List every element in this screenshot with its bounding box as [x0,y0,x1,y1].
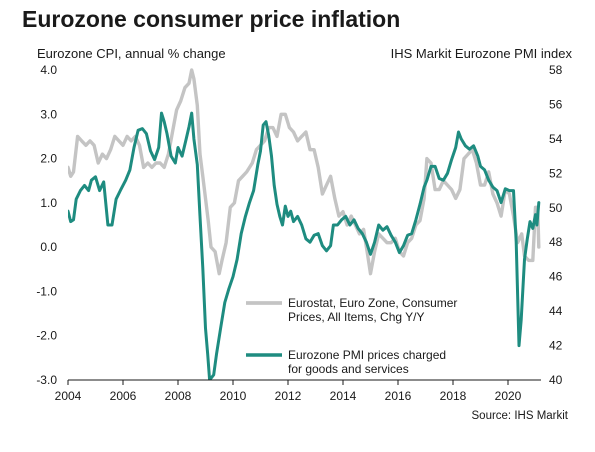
x-tick-label: 2004 [55,389,82,403]
series-line-cpi [68,68,541,276]
x-tick-label: 2018 [440,389,467,403]
chart-title: Eurozone consumer price inflation [22,6,401,32]
plot-lines [68,68,541,380]
left-tick-label: 3.0 [40,107,57,121]
legend-label-cpi: Eurostat, Euro Zone, Consumer [288,296,457,310]
legend-label-pmi: for goods and services [288,362,409,376]
x-tick-label: 2016 [385,389,412,403]
left-tick-label: 2.0 [40,152,57,166]
x-tick-label: 2006 [110,389,137,403]
axes: 2004 2006 2008 2010 2012 2014 2016 2018 2020 4.0 3… [36,63,562,403]
legend-label-cpi: Prices, All Items, Chg Y/Y [288,310,425,324]
right-tick-label: 54 [549,132,563,146]
right-tick-label: 56 [549,97,563,111]
series-line-pmi [68,111,541,380]
x-tick-label: 2014 [330,389,357,403]
x-tick-label: 2008 [165,389,192,403]
left-tick-label: 1.0 [40,196,57,210]
right-tick-label: 50 [549,201,563,215]
right-tick-label: 46 [549,270,563,284]
right-tick-label: 40 [549,373,563,387]
right-tick-label: 52 [549,166,563,180]
x-tick-label: 2020 [495,389,522,403]
left-tick-label: -3.0 [36,373,57,387]
source-note: Source: IHS Markit [471,410,569,422]
legend-label-pmi: Eurozone PMI prices charged [288,348,446,362]
x-tick-label: 2012 [275,389,302,403]
left-tick-label: 0.0 [40,240,57,254]
right-tick-label: 44 [549,304,563,318]
x-tick-label: 2010 [220,389,247,403]
right-tick-label: 42 [549,339,563,353]
left-tick-label: -1.0 [36,284,57,298]
right-tick-label: 48 [549,235,563,249]
right-tick-label: 58 [549,63,563,77]
left-tick-label: 4.0 [40,63,57,77]
left-tick-label: -2.0 [36,329,57,343]
right-axis-title: IHS Markit Eurozone PMI index [390,46,572,61]
left-axis-title: Eurozone CPI, annual % change [37,46,226,61]
